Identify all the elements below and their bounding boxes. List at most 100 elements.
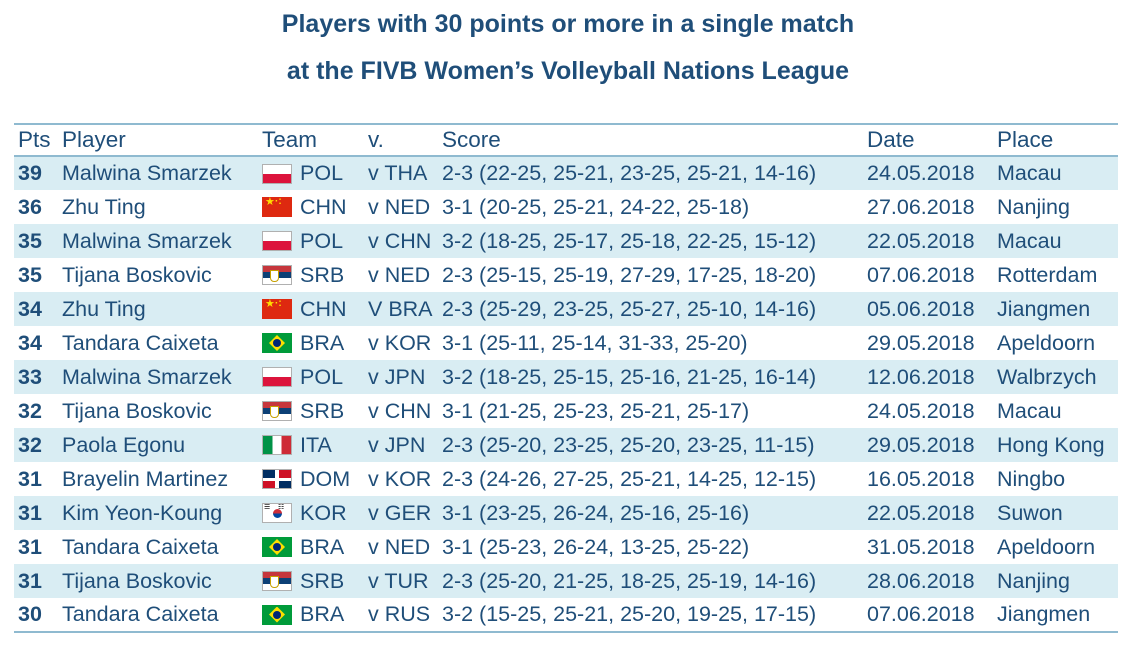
player-cell: Tijana Boskovic	[62, 568, 212, 593]
pts-cell: 31	[18, 466, 42, 491]
date-cell: 07.06.2018	[867, 602, 975, 626]
opponent-cell: v JPN	[368, 364, 426, 389]
place-cell: Rotterdam	[997, 262, 1098, 287]
place-cell: Apeldoorn	[997, 534, 1096, 559]
brazil-flag	[262, 604, 292, 625]
dominican-republic-flag	[262, 469, 292, 489]
team-cell: ITA	[258, 428, 364, 462]
player-cell: Zhu Ting	[62, 296, 146, 321]
table-row: 32 Tijana Boskovic SRB v CHN 3-1 (21-25, 25-…	[14, 394, 1118, 428]
page-subtitle: at the FIVB Women’s Volleyball Nations L…	[286, 57, 850, 85]
score-cell: 2-3 (25-15, 25-19, 27-29, 17-25, 18-20)	[442, 262, 817, 287]
score-cell: 3-1 (23-25, 26-24, 25-16, 25-16)	[442, 500, 750, 525]
brazil-flag	[262, 537, 292, 557]
south-korea-flag	[262, 503, 292, 523]
date-cell: 31.05.2018	[867, 534, 975, 559]
team-code: CHN	[300, 296, 347, 321]
place-cell: Nanjing	[997, 194, 1070, 219]
team-code: DOM	[300, 466, 351, 491]
table-row: 36 Zhu Ting CHN v NED 3-1 (20-25, 25-21, 24-…	[14, 190, 1118, 224]
pts-cell: 35	[18, 262, 42, 287]
brazil-flag	[262, 333, 292, 353]
team-code: BRA	[300, 330, 345, 355]
team-cell: CHN	[258, 190, 364, 224]
player-cell: Zhu Ting	[62, 194, 146, 219]
header-date: Date	[867, 127, 915, 152]
pts-cell: 35	[18, 228, 42, 253]
team-code: POL	[300, 364, 344, 389]
team-code: KOR	[300, 500, 347, 525]
opponent-cell: v JPN	[368, 432, 426, 457]
date-cell: 24.05.2018	[867, 161, 975, 185]
player-cell: Tandara Caixeta	[62, 534, 219, 559]
table-row: 34 Zhu Ting CHN V BRA 2-3 (25-29, 23-25, 25-…	[14, 292, 1118, 326]
place-cell: Ningbo	[997, 466, 1066, 491]
place-cell: Jiangmen	[997, 602, 1091, 626]
table-row: 39 Malwina Smarzek POL v THA 2-3 (22-25, 25-…	[14, 156, 1118, 190]
opponent-cell: v CHN	[368, 398, 432, 423]
opponent-cell: v CHN	[368, 228, 432, 253]
date-cell: 28.06.2018	[867, 568, 975, 593]
pts-cell: 31	[18, 500, 42, 525]
team-code: CHN	[300, 194, 347, 219]
opponent-cell: v GER	[368, 500, 432, 525]
place-cell: Macau	[997, 161, 1062, 185]
header-pts: Pts	[18, 127, 51, 152]
table-row: 35 Malwina Smarzek POL v CHN 3-2 (18-25, 25-…	[14, 224, 1118, 258]
player-cell: Malwina Smarzek	[62, 364, 232, 389]
team-cell: POL	[258, 156, 364, 190]
team-cell: CHN	[258, 292, 364, 326]
score-cell: 2-3 (25-29, 23-25, 25-27, 25-10, 14-16)	[442, 296, 817, 321]
pts-cell: 32	[18, 432, 42, 457]
serbia-flag	[262, 571, 292, 591]
team-cell: SRB	[258, 564, 364, 598]
date-cell: 22.05.2018	[867, 228, 975, 253]
score-cell: 2-3 (24-26, 27-25, 25-21, 14-25, 12-15)	[442, 466, 817, 491]
header-player: Player	[62, 127, 126, 152]
opponent-cell: v TUR	[368, 568, 429, 593]
date-cell: 22.05.2018	[867, 500, 975, 525]
poland-flag	[262, 367, 292, 387]
score-cell: 3-2 (18-25, 25-17, 25-18, 22-25, 15-12)	[442, 228, 817, 253]
table-row: 33 Malwina Smarzek POL v JPN 3-2 (18-25, 25-…	[14, 360, 1118, 394]
pts-cell: 30	[18, 602, 42, 626]
player-cell: Kim Yeon-Koung	[62, 500, 223, 525]
china-flag	[262, 197, 292, 217]
table-header-row: Pts Player Team v. Score Date Place	[14, 124, 1118, 156]
team-cell: SRB	[258, 394, 364, 428]
table-row: 31 Kim Yeon-Koung KOR v GER 3-1 (23-25, 26-2…	[14, 496, 1118, 530]
team-cell: POL	[258, 224, 364, 258]
table-row: 30 Tandara Caixeta BRA v RUS 3-2 (15-25, 25-…	[14, 598, 1118, 632]
table-row: 31 Brayelin Martinez DOM v KOR 2-3 (24-26, 2…	[14, 462, 1118, 496]
place-cell: Macau	[997, 228, 1062, 253]
team-code: POL	[300, 161, 344, 185]
date-cell: 29.05.2018	[867, 330, 975, 355]
opponent-cell: v KOR	[368, 466, 432, 491]
player-cell: Paola Egonu	[62, 432, 186, 457]
team-code: ITA	[300, 432, 332, 457]
player-cell: Brayelin Martinez	[62, 466, 229, 491]
poland-flag	[262, 163, 292, 184]
pts-cell: 33	[18, 364, 42, 389]
place-cell: Jiangmen	[997, 296, 1091, 321]
table-row: 31 Tandara Caixeta BRA v NED 3-1 (25-23, 26-…	[14, 530, 1118, 564]
team-code: BRA	[300, 534, 345, 559]
points-table: Pts Player Team v. Score Date Place 39 Ma…	[14, 123, 1118, 633]
china-flag	[262, 299, 292, 319]
team-cell: DOM	[258, 462, 364, 496]
team-cell: BRA	[258, 598, 364, 632]
team-code: SRB	[300, 568, 345, 593]
date-cell: 07.06.2018	[867, 262, 975, 287]
score-cell: 3-1 (20-25, 25-21, 24-22, 25-18)	[442, 194, 750, 219]
player-cell: Tijana Boskovic	[62, 262, 212, 287]
serbia-flag	[262, 401, 292, 421]
opponent-cell: v NED	[368, 262, 431, 287]
score-cell: 3-1 (21-25, 25-23, 25-21, 25-17)	[442, 398, 750, 423]
date-cell: 27.06.2018	[867, 194, 975, 219]
poland-flag	[262, 231, 292, 251]
header-vs: v.	[368, 127, 384, 152]
opponent-cell: V BRA	[368, 296, 433, 321]
score-cell: 3-1 (25-11, 25-14, 31-33, 25-20)	[442, 330, 748, 355]
place-cell: Macau	[997, 398, 1062, 423]
pts-cell: 36	[18, 194, 42, 219]
